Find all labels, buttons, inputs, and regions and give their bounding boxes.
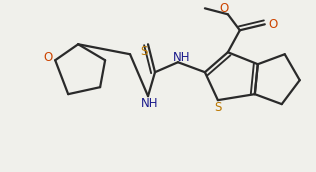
Text: O: O [268,18,277,31]
Text: O: O [219,2,228,15]
Text: S: S [214,101,222,114]
Text: NH: NH [173,51,191,64]
Text: NH: NH [141,97,159,110]
Text: O: O [44,51,53,64]
Text: S: S [140,45,148,58]
